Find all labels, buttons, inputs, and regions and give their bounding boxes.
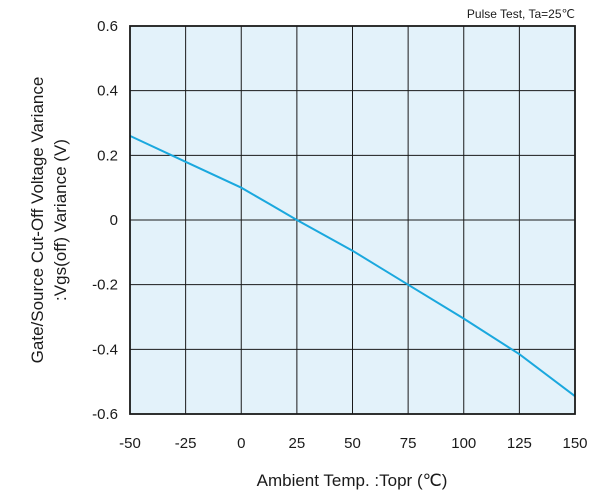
x-tick-labels: -50 -25 0 25 50 75 100 125 150 bbox=[119, 435, 587, 452]
y-axis-title-line2: :Vgs(off) Variance (V) bbox=[51, 139, 70, 301]
x-tick-label: 125 bbox=[507, 435, 532, 452]
y-tick-labels: 0.6 0.4 0.2 0 -0.2 -0.4 -0.6 bbox=[92, 18, 118, 423]
plot-frame bbox=[129, 25, 576, 415]
y-tick-label: 0 bbox=[110, 212, 118, 229]
x-tick-label: 25 bbox=[289, 435, 306, 452]
y-tick-label: 0.2 bbox=[97, 147, 118, 164]
x-tick-label: -25 bbox=[175, 435, 197, 452]
y-axis-title-line1: Gate/Source Cut-Off Voltage Variance bbox=[28, 77, 47, 364]
x-axis-title: Ambient Temp. :Topr (℃) bbox=[257, 471, 448, 490]
y-tick-label: -0.6 bbox=[92, 406, 118, 423]
y-tick-label: -0.4 bbox=[92, 341, 118, 358]
y-tick-label: 0.4 bbox=[97, 83, 118, 100]
y-tick-label: -0.2 bbox=[92, 277, 118, 294]
series-line bbox=[129, 134, 576, 397]
x-tick-label: 150 bbox=[562, 435, 587, 452]
y-tick-label: 0.6 bbox=[97, 18, 118, 35]
test-condition-note: Pulse Test, Ta=25℃ bbox=[467, 7, 575, 21]
x-tick-label: 100 bbox=[451, 435, 476, 452]
x-tick-label: 50 bbox=[344, 435, 361, 452]
x-tick-label: 75 bbox=[400, 435, 417, 452]
x-tick-label: 0 bbox=[237, 435, 245, 452]
x-tick-label: -50 bbox=[119, 435, 141, 452]
